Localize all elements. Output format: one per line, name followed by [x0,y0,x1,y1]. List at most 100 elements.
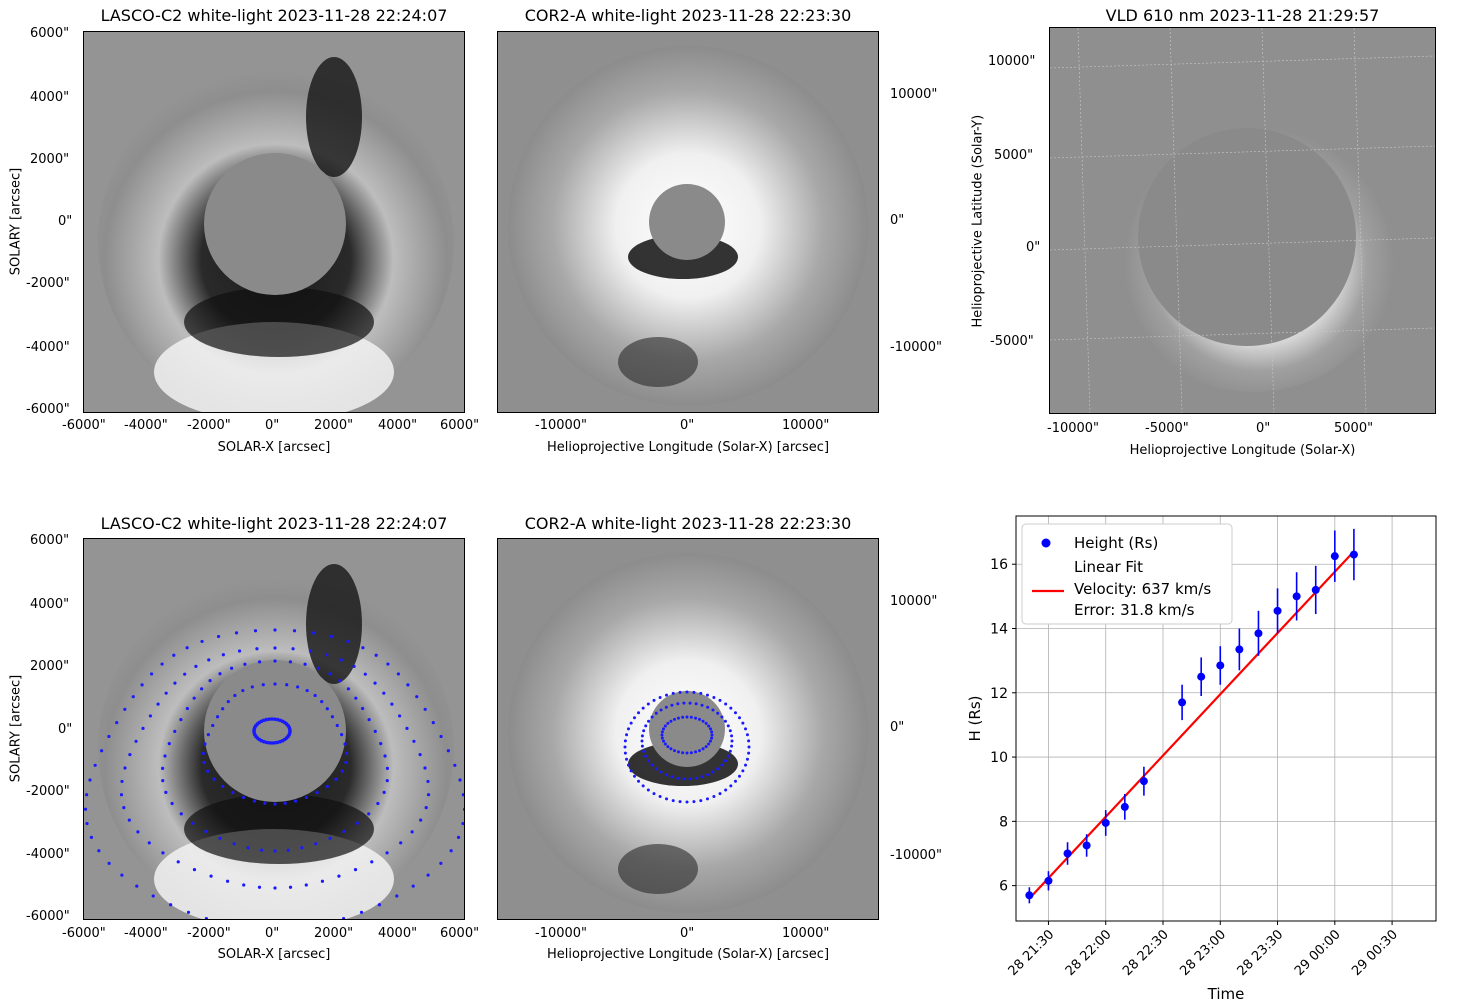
legend-fit-line2: Velocity: 637 km/s [1074,580,1211,598]
overlay-point [726,724,730,728]
overlay-point [164,691,168,695]
overlay-point [206,733,210,737]
overlay-point [212,777,216,781]
overlay-point [285,683,289,687]
overlay-point [708,739,712,743]
cor2-overlay-points [623,690,751,804]
overlay-point [270,717,274,721]
overlay-point [741,721,745,725]
overlay-point [216,634,221,639]
overlay-point [120,873,124,877]
overlay-point [119,793,124,797]
lasco-bottom-xlabel: SOLAR-X [arcsec] [217,947,331,962]
overlay-point [367,718,371,722]
overlay-point [681,715,685,719]
x-tick-label: 29 00:30 [1349,927,1401,979]
overlay-point [273,741,277,745]
overlay-point [252,799,256,803]
overlay-point [706,705,710,709]
overlay-point [192,868,197,872]
overlay-point [654,711,658,715]
overlay-point [669,747,673,751]
lasco-bottom-xtick: 6000" [440,926,480,941]
overlay-point [374,653,378,657]
overlay-point [659,708,663,712]
overlay-point [273,628,277,632]
overlay-point [316,666,320,670]
vld-ytick: -5000" [990,334,1034,349]
overlay-point [708,727,712,731]
overlay-point [633,716,637,720]
overlay-point [723,759,727,763]
data-point [1197,672,1206,681]
overlay-point [353,868,358,872]
overlay-point [745,733,749,737]
overlay-point [641,706,645,710]
data-point [1101,818,1110,827]
overlay-point [730,744,734,748]
overlay-point [410,830,414,834]
overlay-point [747,739,751,743]
overlay-point [670,775,674,779]
overlay-point [423,766,427,770]
overlay-point [161,851,165,855]
overlay-point [325,784,329,789]
overlay-point [426,779,430,784]
overlay-point [250,685,254,689]
overlay-point [148,714,152,718]
overlay-point [660,733,664,737]
data-point [1349,550,1358,559]
overlay-point [361,646,365,650]
overlay-point [692,690,696,694]
data-point [1063,849,1072,858]
overlay-point [140,683,144,687]
overlay-point [342,829,346,833]
overlay-point [206,769,210,773]
vld-ylabel: Helioprojective Latitude (Solar-Y) [970,114,986,328]
overlay-point [720,715,724,719]
overlay-point [201,751,205,755]
overlay-point [637,711,641,715]
lasco-top-xtick: 2000" [314,418,354,433]
overlay-point [629,721,633,725]
overlay-point [218,672,222,676]
overlay-point [373,729,377,734]
overlay-point [183,672,187,676]
cor2-top-xtick: 0" [680,418,695,433]
overlay-point [650,715,654,719]
overlay-point [426,793,431,797]
overlay-point [729,784,733,788]
data-point [1044,876,1053,885]
overlay-point [328,836,332,840]
overlay-point [176,860,180,864]
overlay-point [670,703,674,707]
overlay-point [623,739,627,743]
overlay-point [273,849,277,853]
overlay-point [681,751,685,755]
overlay-point [654,767,658,771]
cor2-bottom-ytick: 0" [890,720,905,735]
data-point [1082,841,1091,850]
overlay-point [242,883,246,887]
overlay-point [273,886,277,890]
legend: Height (Rs) Linear Fit Velocity: 637 km/s E… [1021,523,1233,625]
lasco-bottom-ytick: 4000" [30,597,70,612]
overlay-point [123,707,127,711]
overlay-point [163,754,167,758]
cor2-bottom-title: COR2-A white-light 2023-11-28 22:23:30 [524,514,852,533]
overlay-point [665,693,669,697]
overlay-point [85,821,89,826]
overlay-point [385,851,389,855]
cor2-bottom-ytick: 10000" [890,594,938,609]
overlay-point [663,724,667,728]
lasco-bottom-xtick: -4000" [124,926,168,941]
overlay-point [710,733,714,737]
overlay-point [694,776,698,780]
overlay-point [724,788,728,792]
cor2-bottom-ytick: -10000" [890,848,943,863]
overlay-point [167,742,171,746]
cor2-top-ytick: -10000" [890,340,943,355]
overlay-point [203,742,207,746]
overlay-point [161,766,165,770]
overlay-point [461,793,464,797]
